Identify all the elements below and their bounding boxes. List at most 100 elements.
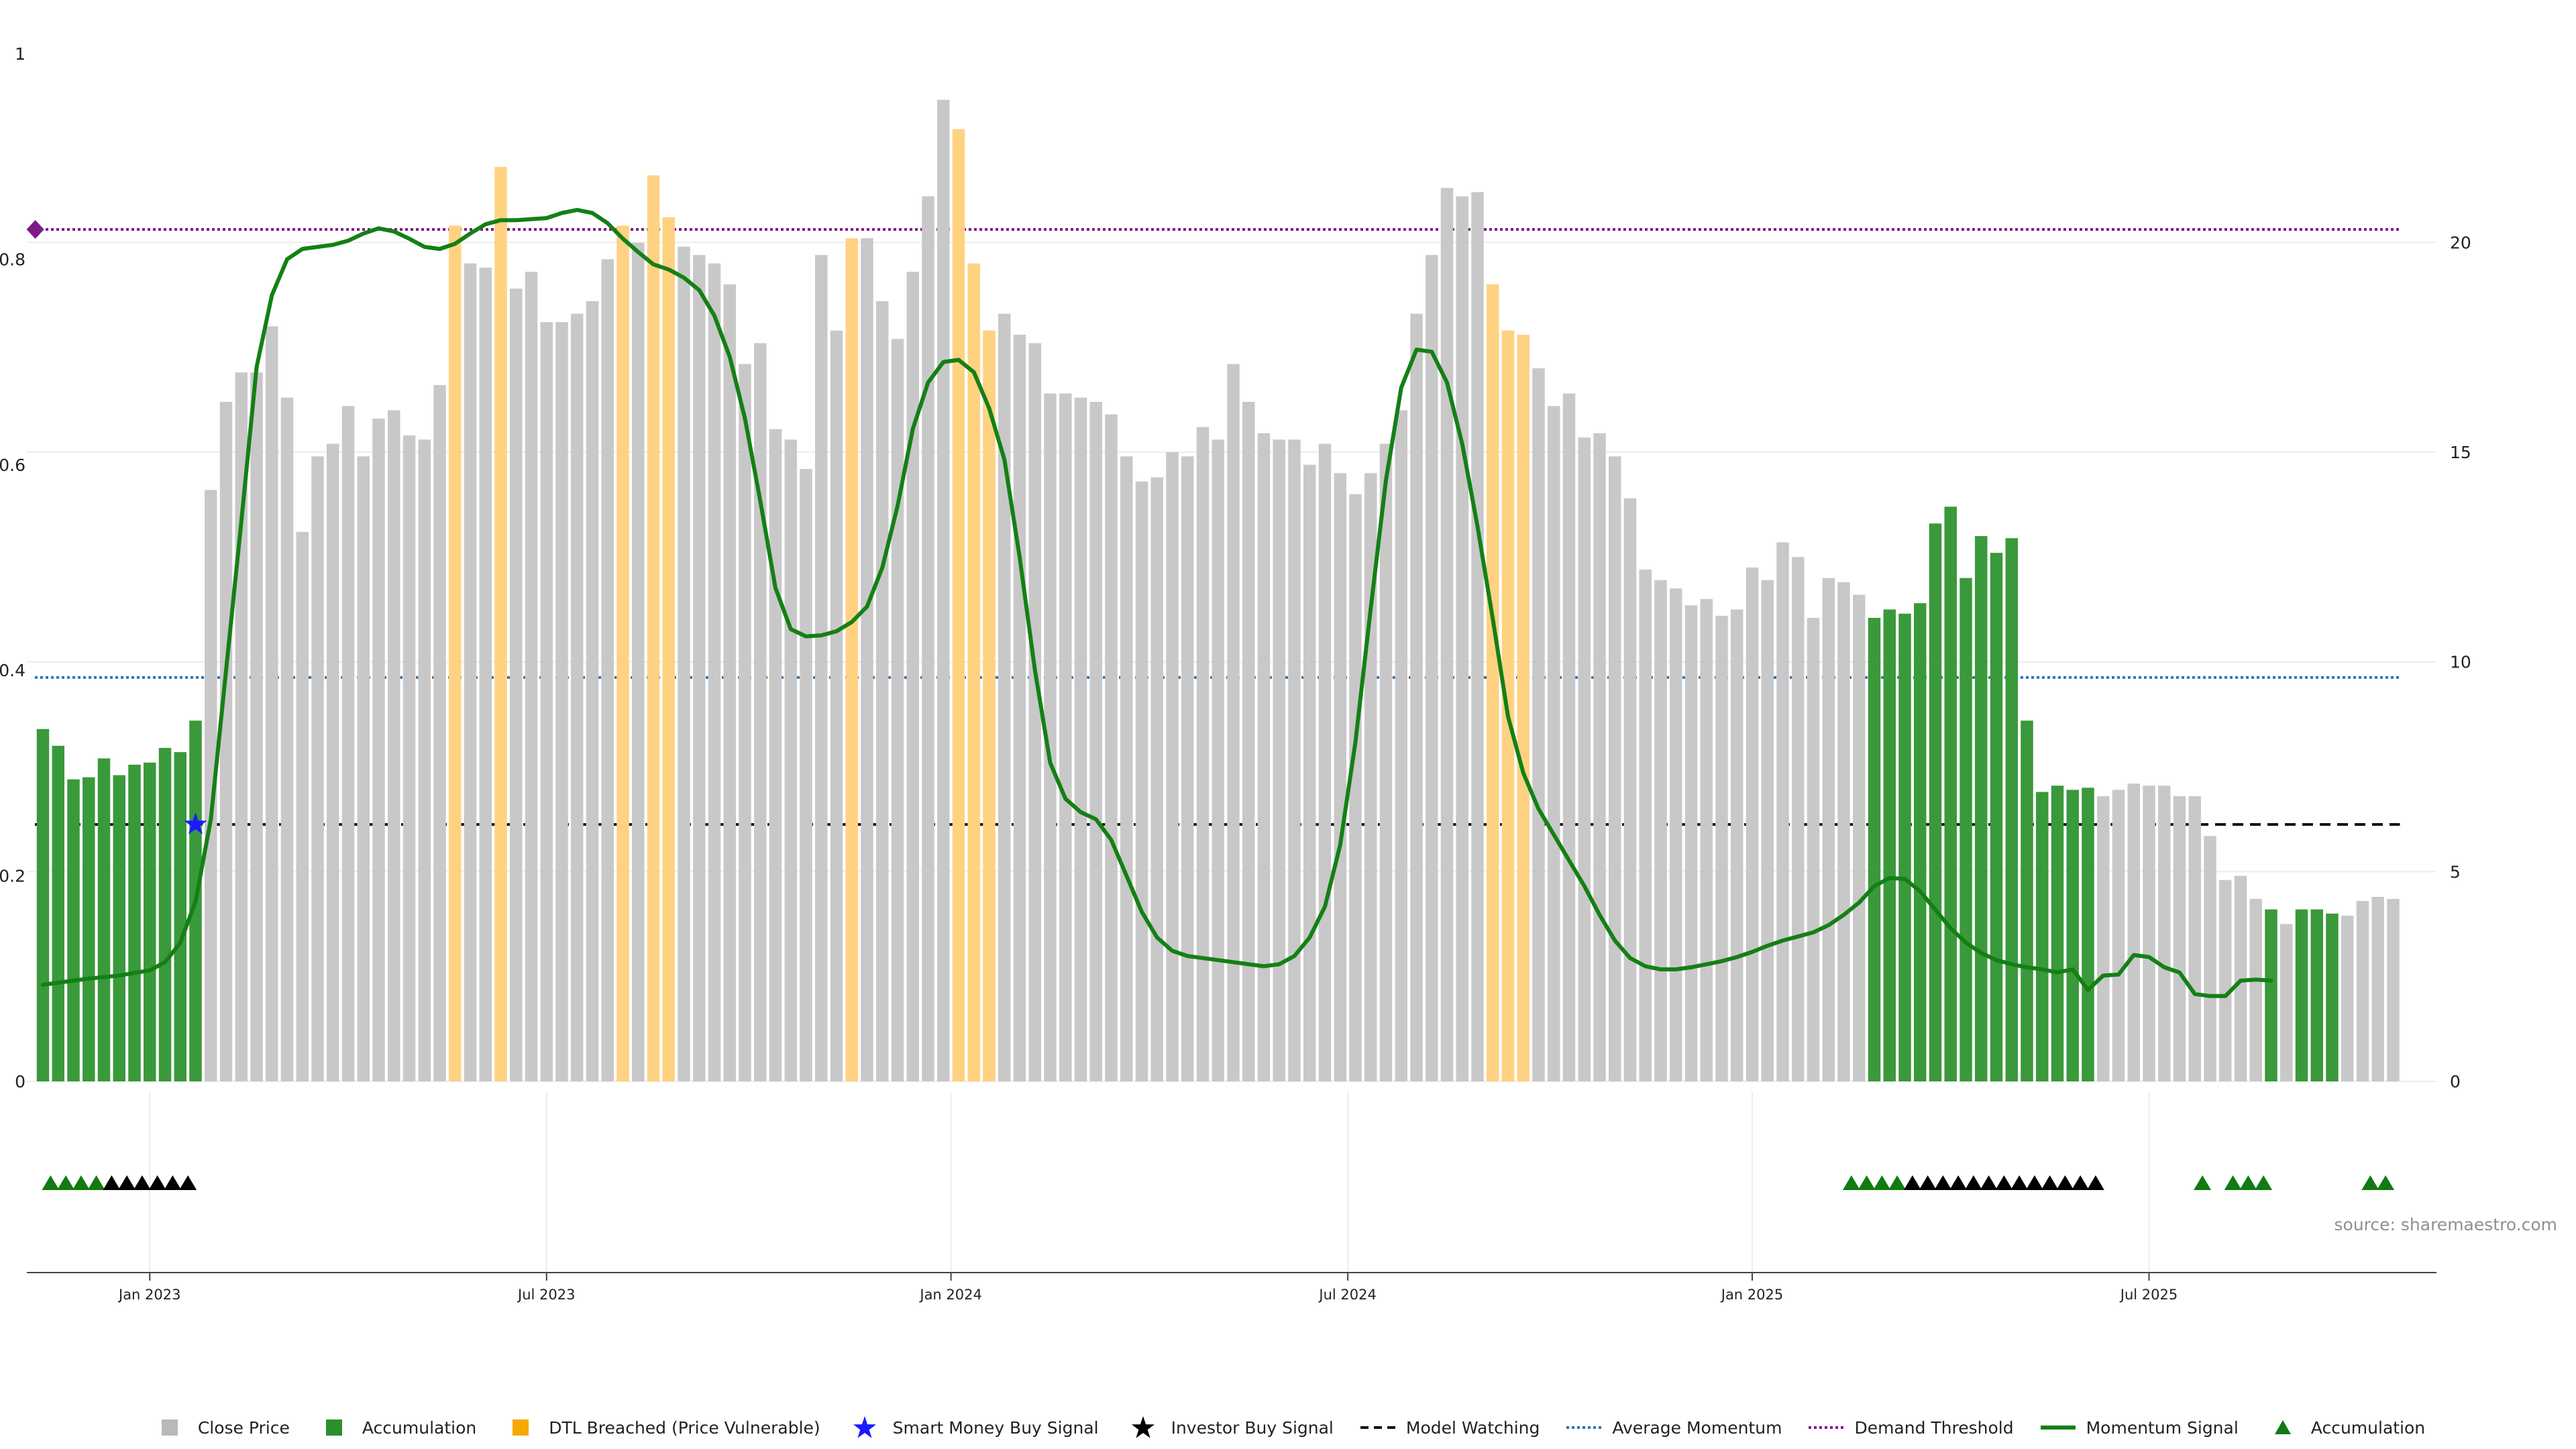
left-tick-label: 1 <box>15 44 25 64</box>
bar <box>601 259 614 1081</box>
bar <box>2265 909 2277 1081</box>
legend-item-demand: Demand Threshold <box>1807 1414 2014 1441</box>
bar <box>983 330 996 1081</box>
bar <box>540 322 553 1081</box>
momentum-signal-line <box>41 207 2273 998</box>
x-tick-label: Jul 2025 <box>2119 1287 2178 1303</box>
bar <box>1456 196 1468 1081</box>
bar <box>632 243 645 1081</box>
bar <box>1303 464 1316 1081</box>
bar <box>1426 255 1438 1081</box>
bar <box>2219 879 2232 1081</box>
bar <box>1242 402 1255 1081</box>
bar <box>144 762 156 1081</box>
bar <box>327 443 339 1081</box>
bar <box>2188 796 2201 1081</box>
bar <box>2356 901 2369 1081</box>
legend-item-dtl: DTL Breached (Price Vulnerable) <box>502 1414 820 1441</box>
bar <box>1318 443 1332 1081</box>
bar <box>2280 924 2293 1081</box>
bar <box>174 752 186 1081</box>
signal-markers <box>26 219 2395 1190</box>
legend-item-model: Model Watching <box>1359 1414 1540 1441</box>
right-tick-label: 15 <box>2450 443 2471 462</box>
smart-money-buy-marker <box>184 812 207 835</box>
bar <box>1135 481 1148 1081</box>
bar <box>1334 473 1346 1081</box>
bar <box>97 758 111 1081</box>
legend-triangle-icon <box>2264 1414 2302 1441</box>
accumulation-triangle <box>87 1175 105 1190</box>
bar <box>1898 613 1911 1081</box>
legend-square-icon <box>315 1414 353 1441</box>
bar <box>2173 796 2186 1081</box>
legend-item-investor: Investor Buy Signal <box>1124 1414 1334 1441</box>
bar <box>1227 364 1240 1081</box>
legend-dot-icon <box>1807 1414 1845 1441</box>
bar <box>36 729 50 1081</box>
bar <box>402 435 416 1081</box>
right-tick-label: 10 <box>2450 653 2471 672</box>
legend-item-acc: Accumulation <box>315 1414 476 1441</box>
bar <box>998 313 1011 1081</box>
investor-buy-triangle <box>1919 1175 1937 1190</box>
bar <box>494 166 507 1082</box>
legend-label: Momentum Signal <box>2086 1417 2239 1438</box>
bar <box>1792 557 1805 1081</box>
bar <box>2326 913 2339 1081</box>
bar <box>1578 437 1591 1081</box>
bar <box>158 747 172 1081</box>
bar <box>219 402 233 1081</box>
bar <box>586 301 599 1081</box>
bar <box>1105 414 1118 1081</box>
bar <box>2097 796 2110 1081</box>
bar <box>1166 452 1179 1081</box>
bar <box>2387 898 2400 1081</box>
bar <box>464 263 477 1081</box>
bar <box>1059 393 1072 1081</box>
bar <box>1715 615 1728 1081</box>
legend-star-icon <box>846 1414 883 1441</box>
legend-label: Accumulation <box>362 1417 477 1438</box>
bar <box>1410 313 1423 1081</box>
bar <box>2158 786 2171 1081</box>
bar <box>1212 439 1224 1081</box>
bar <box>357 456 370 1081</box>
legend-square-icon <box>502 1414 539 1441</box>
bar <box>815 255 828 1081</box>
legend-dot-icon <box>1565 1414 1603 1441</box>
bar <box>1273 439 1285 1081</box>
bar <box>891 339 904 1082</box>
bar <box>1120 456 1133 1081</box>
accumulation-triangle <box>2361 1175 2379 1190</box>
bar <box>1181 456 1194 1081</box>
bar <box>128 764 141 1081</box>
bar <box>1440 188 1454 1082</box>
bar <box>616 225 629 1082</box>
bar <box>1593 433 1606 1081</box>
bar <box>967 263 980 1081</box>
bar <box>266 326 278 1081</box>
bar <box>1044 393 1057 1081</box>
bar <box>433 384 446 1081</box>
bar <box>784 439 797 1081</box>
legend-square-icon <box>151 1414 189 1441</box>
bar <box>937 99 950 1081</box>
bar <box>1379 443 1393 1081</box>
bar <box>83 777 95 1081</box>
investor-buy-triangle <box>179 1175 197 1190</box>
investor-buy-triangle <box>118 1175 136 1190</box>
bar <box>1196 427 1210 1081</box>
bar <box>1471 192 1484 1081</box>
investor-buy-triangle <box>1903 1175 1921 1190</box>
bar <box>2310 909 2323 1081</box>
bar <box>906 272 919 1081</box>
momentum-chart: Jan 2023 Jul 2023 Jan 2024 Jul 2024 Jan 2025… <box>0 44 2471 1303</box>
bar <box>1257 433 1271 1081</box>
accumulation-triangle <box>2255 1175 2273 1190</box>
bar <box>1532 368 1545 1081</box>
bar <box>1944 506 1957 1081</box>
investor-buy-triangle <box>164 1175 182 1190</box>
investor-buy-triangle <box>2041 1175 2059 1190</box>
bar <box>662 217 675 1081</box>
